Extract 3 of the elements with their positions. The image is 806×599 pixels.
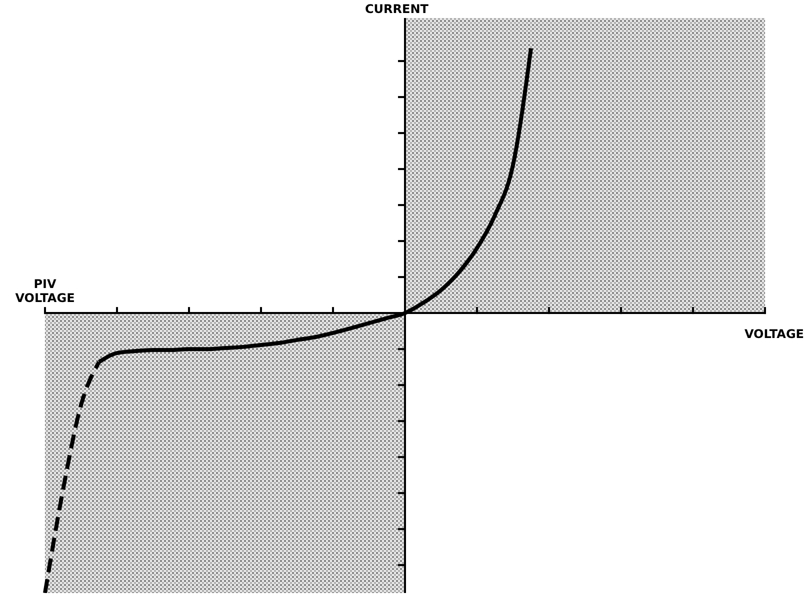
x-axis-title: VOLTAGE (744, 327, 804, 342)
annotation: PIV VOLTAGE (14, 277, 76, 306)
y-axis-title: CURRENT (365, 2, 428, 16)
